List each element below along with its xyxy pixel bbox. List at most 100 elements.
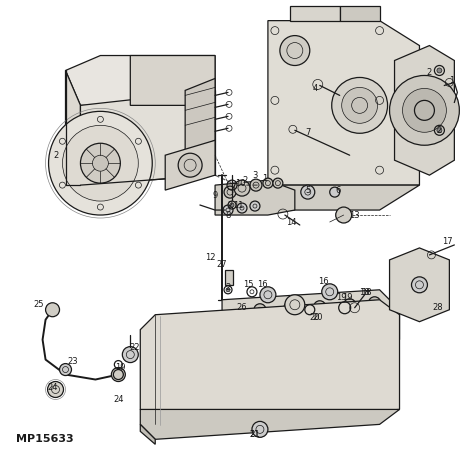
Circle shape xyxy=(224,186,236,198)
Polygon shape xyxy=(140,300,400,424)
Text: 1: 1 xyxy=(262,174,267,183)
Circle shape xyxy=(226,288,230,292)
Text: 27: 27 xyxy=(217,261,228,270)
Circle shape xyxy=(81,143,120,183)
Circle shape xyxy=(122,346,138,363)
Circle shape xyxy=(390,76,459,145)
Text: 16: 16 xyxy=(256,280,267,289)
Polygon shape xyxy=(340,6,380,21)
Text: 9: 9 xyxy=(212,191,218,200)
Text: 28: 28 xyxy=(432,303,443,312)
Text: 26: 26 xyxy=(237,303,247,312)
Polygon shape xyxy=(185,78,215,155)
Text: 16: 16 xyxy=(319,277,329,286)
Text: 24: 24 xyxy=(113,395,124,404)
Polygon shape xyxy=(215,180,295,215)
Polygon shape xyxy=(390,248,449,322)
Circle shape xyxy=(280,36,310,66)
Text: 20: 20 xyxy=(310,313,320,322)
Circle shape xyxy=(402,88,447,132)
Polygon shape xyxy=(268,185,419,210)
Text: 2: 2 xyxy=(228,201,233,210)
Text: 23: 23 xyxy=(67,357,78,366)
Circle shape xyxy=(273,178,283,188)
Circle shape xyxy=(260,287,276,303)
Polygon shape xyxy=(268,21,419,185)
Polygon shape xyxy=(394,45,455,175)
Circle shape xyxy=(263,178,273,188)
Polygon shape xyxy=(130,55,215,105)
Text: 7: 7 xyxy=(305,128,310,137)
Circle shape xyxy=(284,302,296,314)
Polygon shape xyxy=(65,55,215,105)
Circle shape xyxy=(342,87,378,123)
Text: 17: 17 xyxy=(442,238,453,247)
Text: 2: 2 xyxy=(427,68,432,77)
Polygon shape xyxy=(290,6,340,21)
Text: 6: 6 xyxy=(335,185,340,194)
Circle shape xyxy=(314,301,326,313)
Text: 19: 19 xyxy=(337,293,347,302)
Polygon shape xyxy=(65,71,81,185)
Bar xyxy=(225,270,233,285)
Circle shape xyxy=(369,297,381,309)
Circle shape xyxy=(332,77,388,133)
Circle shape xyxy=(301,185,315,199)
Text: 24: 24 xyxy=(47,383,58,392)
Text: MP15633: MP15633 xyxy=(16,434,73,444)
Circle shape xyxy=(237,203,247,213)
Circle shape xyxy=(46,303,60,317)
Text: 11: 11 xyxy=(233,201,243,210)
Text: 2: 2 xyxy=(53,151,58,160)
Circle shape xyxy=(437,68,442,73)
Text: 21: 21 xyxy=(250,430,260,439)
Text: 19: 19 xyxy=(115,363,126,372)
Circle shape xyxy=(344,299,356,311)
Circle shape xyxy=(63,125,138,201)
Polygon shape xyxy=(222,290,400,340)
Circle shape xyxy=(330,187,340,197)
Text: 22: 22 xyxy=(129,343,139,352)
Text: 12: 12 xyxy=(205,253,215,262)
Polygon shape xyxy=(140,424,155,444)
Text: 2: 2 xyxy=(437,126,442,135)
Circle shape xyxy=(223,205,233,215)
Text: 5: 5 xyxy=(305,185,310,194)
Text: 13: 13 xyxy=(349,211,360,220)
Circle shape xyxy=(230,203,234,207)
Circle shape xyxy=(60,364,72,376)
Text: 18: 18 xyxy=(361,288,372,297)
Text: 3: 3 xyxy=(252,171,258,180)
Circle shape xyxy=(178,153,202,177)
Circle shape xyxy=(230,300,240,310)
Text: 2: 2 xyxy=(242,176,247,184)
Polygon shape xyxy=(165,140,215,190)
Circle shape xyxy=(411,277,428,293)
Circle shape xyxy=(437,128,442,133)
Circle shape xyxy=(92,155,109,171)
Text: 8: 8 xyxy=(225,211,231,220)
Circle shape xyxy=(234,180,250,196)
Text: 1: 1 xyxy=(449,76,454,85)
Circle shape xyxy=(252,421,268,437)
Circle shape xyxy=(254,304,266,316)
Circle shape xyxy=(285,295,305,315)
Polygon shape xyxy=(140,410,400,439)
Circle shape xyxy=(47,382,64,397)
Text: 10: 10 xyxy=(235,179,245,188)
Text: 25: 25 xyxy=(33,300,44,309)
Polygon shape xyxy=(81,90,215,185)
Circle shape xyxy=(250,179,262,191)
Circle shape xyxy=(336,207,352,223)
Polygon shape xyxy=(222,340,400,360)
Text: 18: 18 xyxy=(359,288,370,297)
Text: 14: 14 xyxy=(287,217,297,226)
Text: 21: 21 xyxy=(250,430,260,439)
Text: 19: 19 xyxy=(342,293,353,302)
Circle shape xyxy=(322,284,337,300)
Text: 20: 20 xyxy=(312,313,323,322)
Circle shape xyxy=(250,201,260,211)
Circle shape xyxy=(48,111,152,215)
Text: 15: 15 xyxy=(243,280,253,289)
Text: 4: 4 xyxy=(312,84,318,93)
